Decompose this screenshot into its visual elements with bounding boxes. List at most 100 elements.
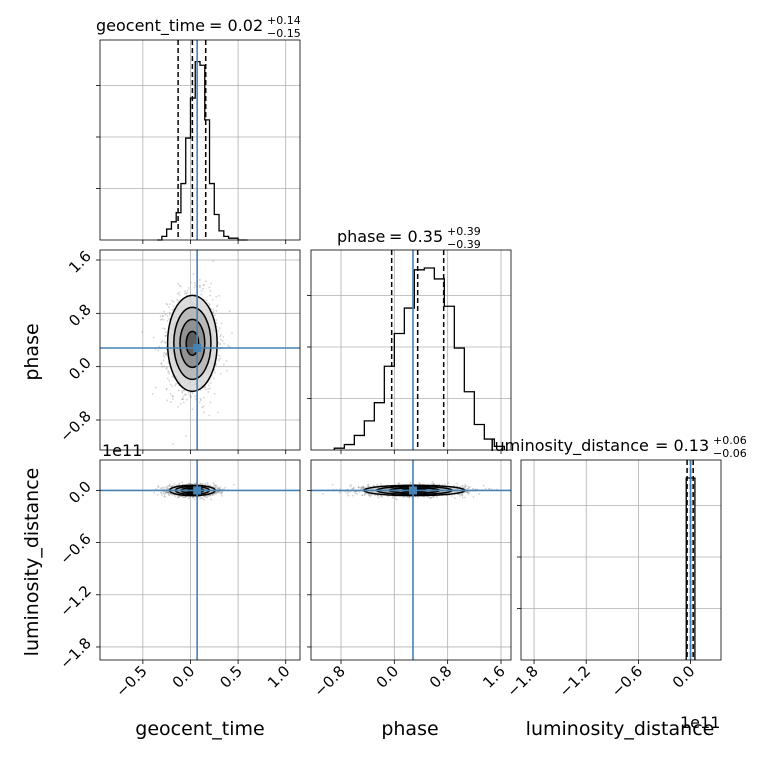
sample-point: [201, 406, 204, 409]
sample-point: [177, 299, 180, 302]
sample-point: [347, 494, 350, 497]
sample-point: [207, 388, 210, 390]
panels: −0.80.00.81.6−1.8−1.2−0.60.0−0.5 0.0 0.5 1.…: [56, 39, 722, 701]
panel-2d-geocent_time_vs_luminosity_distance: [99, 459, 301, 661]
sample-point: [165, 388, 168, 391]
sample-point: [172, 443, 175, 445]
sample-point: [209, 294, 211, 297]
sample-point: [461, 485, 464, 488]
sample-point: [215, 491, 218, 494]
sample-point: [177, 282, 180, 285]
sample-point: [170, 299, 173, 302]
sample-point: [191, 408, 194, 411]
sample-point: [209, 401, 212, 404]
sample-point: [467, 485, 470, 488]
sample-point: [160, 318, 163, 320]
sample-point: [177, 496, 180, 499]
sample-point: [362, 485, 364, 488]
sample-point: [219, 486, 222, 489]
sample-point: [464, 483, 467, 486]
sample-point: [185, 435, 188, 437]
sample-point: [200, 496, 203, 499]
sample-point: [161, 487, 163, 489]
sample-point: [178, 495, 181, 498]
sample-point: [182, 398, 184, 400]
sample-point: [204, 496, 207, 499]
sample-point: [418, 482, 421, 485]
sample-point: [215, 484, 218, 487]
sample-point: [169, 314, 171, 316]
sample-point: [207, 483, 209, 486]
sample-point: [224, 486, 227, 489]
sample-point: [184, 290, 187, 293]
sample-point: [171, 309, 174, 311]
sample-point: [474, 488, 477, 491]
sample-point: [174, 384, 177, 387]
sample-point: [208, 286, 211, 289]
sample-point: [168, 372, 171, 375]
sample-point: [167, 491, 170, 494]
sample-point: [200, 399, 202, 401]
sample-point: [220, 322, 223, 325]
sample-point: [188, 496, 191, 499]
sample-point: [219, 357, 222, 360]
sample-point: [354, 490, 357, 493]
sample-point: [212, 377, 215, 380]
sample-point: [164, 341, 167, 344]
sample-point: [178, 294, 181, 296]
sample-point: [159, 487, 162, 490]
sample-point: [213, 493, 215, 495]
sample-point: [163, 310, 165, 313]
sample-point: [164, 491, 167, 494]
sample-point: [226, 369, 228, 372]
sample-point: [160, 341, 163, 344]
sample-point: [369, 495, 372, 498]
sample-point: [163, 355, 166, 358]
sample-point: [162, 327, 164, 330]
sample-point: [162, 359, 165, 362]
sample-point: [183, 292, 186, 295]
sample-point: [209, 289, 212, 292]
sample-point: [209, 382, 212, 385]
sample-point: [152, 336, 155, 339]
sample-point: [408, 496, 411, 499]
sample-point: [176, 496, 179, 499]
sample-point: [368, 494, 371, 497]
sample-point: [347, 491, 350, 494]
sample-point: [478, 493, 481, 495]
sample-point: [461, 496, 464, 499]
sample-point: [169, 393, 172, 395]
sample-point: [209, 484, 212, 487]
sample-point: [207, 494, 210, 497]
sample-point: [392, 495, 395, 498]
sample-point: [157, 486, 160, 489]
truth-marker: [193, 344, 202, 352]
sample-point: [188, 482, 191, 485]
sample-point: [321, 493, 324, 496]
sample-point: [219, 491, 222, 494]
sample-point: [442, 483, 444, 486]
sample-point: [346, 492, 349, 495]
sample-point: [172, 300, 175, 303]
sample-point: [213, 483, 216, 486]
sample-point: [204, 388, 207, 391]
sample-point: [204, 386, 207, 389]
sample-point: [216, 491, 219, 494]
sample-point: [163, 493, 166, 496]
sample-point: [213, 369, 216, 372]
sample-point: [431, 496, 434, 498]
sample-point: [166, 315, 169, 318]
sample-point: [162, 353, 165, 356]
sample-point: [165, 486, 168, 489]
panel-2d-geocent_time_vs_phase: [99, 249, 301, 451]
sample-point: [206, 481, 209, 484]
sample-point: [188, 391, 190, 394]
sample-point: [207, 384, 210, 387]
sample-point: [211, 493, 214, 496]
sample-point: [228, 310, 231, 313]
sample-point: [349, 490, 352, 493]
panel-hist-geocent_time: [99, 39, 301, 241]
sample-point: [167, 493, 170, 496]
sample-point: [379, 495, 382, 498]
